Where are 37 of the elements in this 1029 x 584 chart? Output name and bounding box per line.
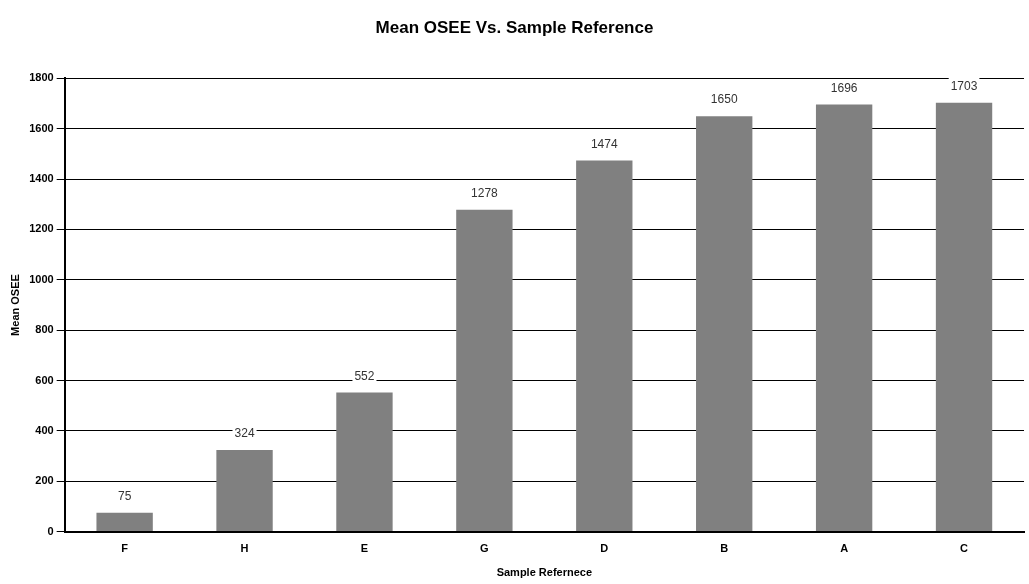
data-label: 1703 [950,79,978,94]
data-label: 75 [117,489,132,504]
x-tick-label: B [720,542,729,555]
bar [216,450,273,532]
data-label: 324 [234,426,255,441]
y-tick-label: 800 [35,323,54,336]
x-tick-label: E [360,542,369,555]
x-tick-label: H [240,542,249,555]
y-tick-label: 1400 [29,172,54,185]
y-tick-label: 1200 [29,222,54,235]
y-tick-label: 600 [35,373,54,386]
data-label: 552 [354,368,375,383]
data-label: 1650 [710,92,738,107]
x-axis-title: Sample Refernece [496,566,593,579]
data-label: 1696 [830,80,858,95]
bar [815,104,873,532]
x-tick-label: D [600,542,609,555]
chart-title: Mean OSEE Vs. Sample Reference [375,17,654,37]
bar [935,102,993,532]
bar [96,512,153,532]
y-tick-label: 1600 [29,121,54,134]
bar [696,116,753,532]
y-tick-label: 1800 [29,71,54,84]
y-tick-label: 1000 [29,272,54,285]
x-tick-label: C [960,542,969,555]
y-tick-label: 200 [35,474,54,487]
x-tick-label: F [121,542,129,555]
x-tick-label: G [480,542,489,555]
bar [456,209,513,532]
y-axis-title: Mean OSEE [8,274,21,336]
bar [336,392,393,532]
data-label: 1278 [471,186,499,201]
bar [576,160,633,532]
y-tick-label: 400 [35,423,54,436]
y-tick-label: 0 [47,524,54,537]
x-tick-label: A [840,542,849,555]
data-label: 1474 [590,136,618,151]
